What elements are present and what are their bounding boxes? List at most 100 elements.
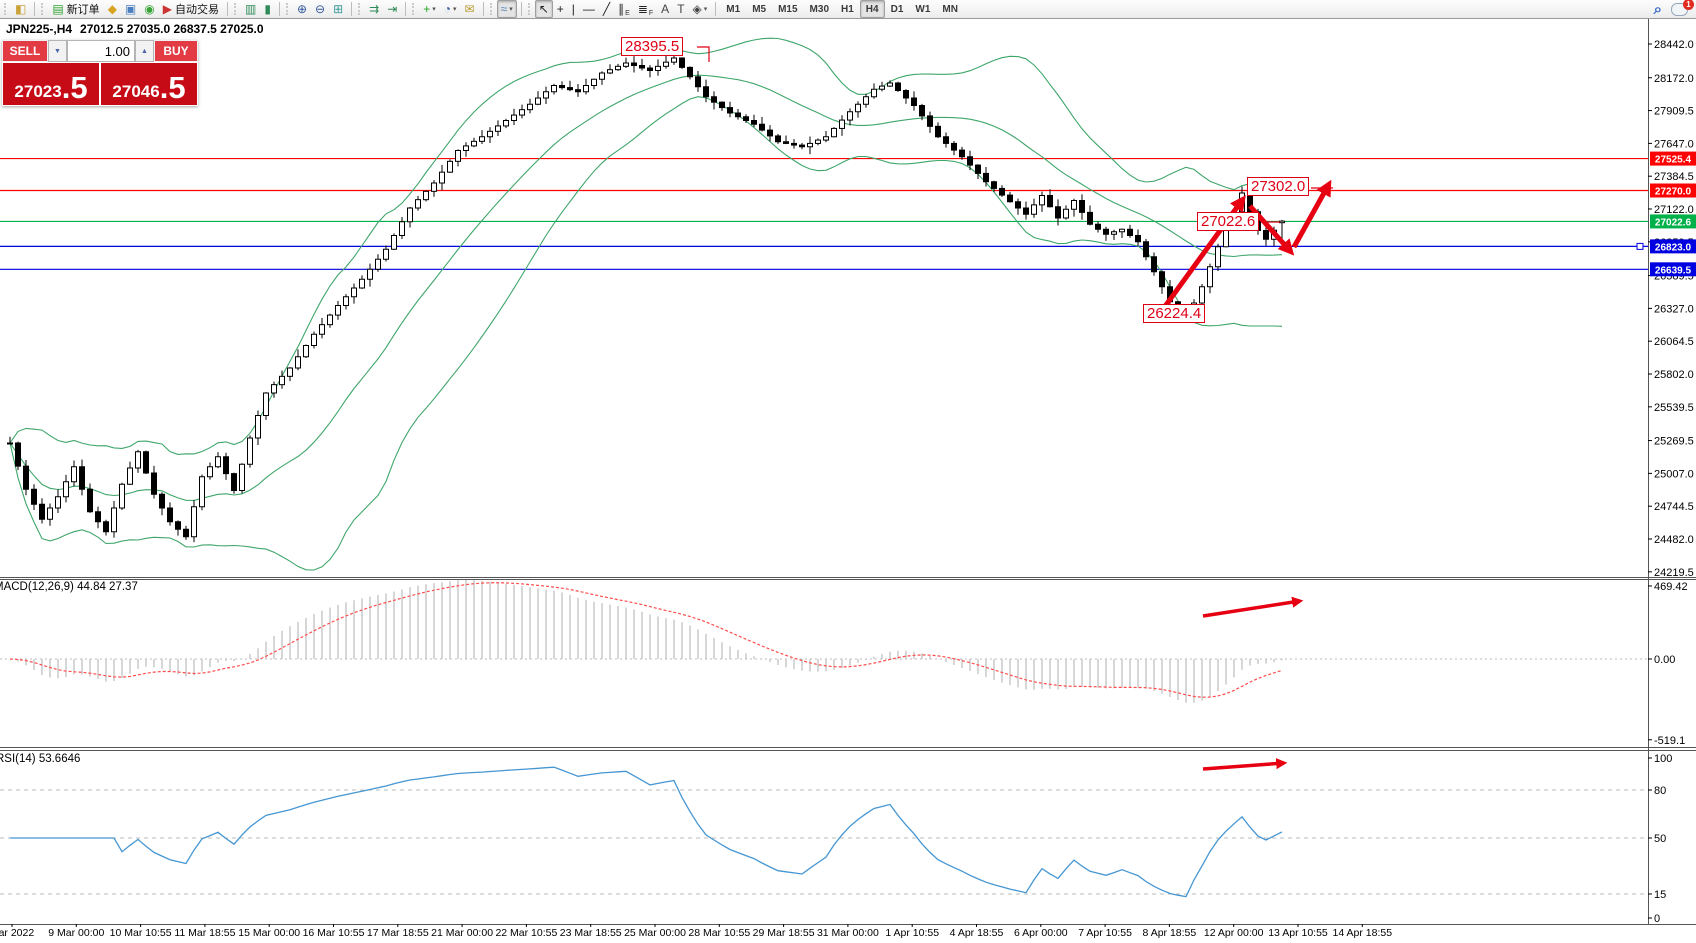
- timeframe-w1[interactable]: W1: [915, 3, 931, 15]
- svg-text:15: 15: [1654, 889, 1666, 901]
- timeframe-mn[interactable]: MN: [942, 3, 958, 15]
- trend-line-icon[interactable]: ╱: [599, 0, 614, 18]
- text-icon[interactable]: A: [657, 0, 673, 18]
- fibonacci-icon: ≣: [637, 2, 648, 16]
- timeframe-h1[interactable]: H1: [841, 3, 854, 15]
- toolbar-group-edge: ◧: [0, 0, 32, 18]
- price-annotation[interactable]: 26224.4: [1143, 304, 1206, 323]
- periods-clock-icon: ◔: [443, 2, 452, 16]
- indicators-icon[interactable]: + ▾: [419, 0, 440, 18]
- news-mail-icon[interactable]: ✉: [461, 0, 479, 18]
- crosshair-icon: +: [556, 2, 564, 16]
- svg-text:50: 50: [1654, 833, 1666, 845]
- auto-scroll-icon[interactable]: ⇉: [365, 0, 383, 18]
- price-annotation[interactable]: 28395.5: [621, 37, 684, 56]
- volume-input[interactable]: [67, 40, 135, 62]
- axis-price-badge: [1650, 183, 1696, 198]
- clipped-icon[interactable]: ◧: [11, 0, 30, 18]
- trend-arrow[interactable]: [1202, 757, 1288, 771]
- equidistant-channel-icon[interactable]: ∥ E: [618, 2, 630, 17]
- svg-text:27270.0: 27270.0: [1655, 187, 1692, 198]
- sell-price-frac: .5: [61, 70, 88, 105]
- sell-button[interactable]: SELL: [2, 40, 48, 62]
- terminal-icon[interactable]: ▣: [121, 0, 140, 18]
- toolbar-grip: [358, 3, 362, 15]
- toolbar-group-insert: + ▾ ◔ ▾ ✉: [408, 0, 480, 18]
- candlestick-chart-icon[interactable]: ▮: [260, 0, 275, 18]
- sell-price[interactable]: 27023.5: [2, 62, 100, 106]
- timeframe-m30[interactable]: M30: [809, 3, 829, 15]
- svg-text:26064.5: 26064.5: [1654, 336, 1694, 348]
- toolbar: ◧ ▤ 新订单 ◆ ▣ ◉ ▶ 自动交易 ▥ ▮ ⊕ ⊖ ⊞ ⇉ ⇥ + ▾ ◔ ▾ ✉ ≈ ▾ ↖ + | — ╱ ∥ E ≣ F A T ◈ ▾…: [0, 0, 1696, 19]
- svg-text:7 Apr 10:55: 7 Apr 10:55: [1078, 927, 1132, 939]
- timeframe-m5[interactable]: M5: [752, 3, 767, 15]
- trend-arrow[interactable]: [1291, 179, 1332, 249]
- chevron-down-icon[interactable]: ▾: [453, 6, 457, 13]
- bollinger-band-line: [9, 96, 1283, 571]
- fibonacci-icon[interactable]: ≣ F: [637, 2, 654, 17]
- arrows-icon[interactable]: ◈ ▾: [689, 0, 712, 18]
- svg-text:0: 0: [1654, 913, 1660, 925]
- svg-text:28442.0: 28442.0: [1654, 39, 1694, 51]
- zoom-out-icon[interactable]: ⊖: [311, 0, 329, 18]
- toolbar-separator: [715, 2, 717, 16]
- price-annotation[interactable]: 27302.0: [1247, 177, 1310, 196]
- chevron-down-icon[interactable]: ▾: [703, 6, 708, 13]
- toolbar-grip: [4, 3, 8, 15]
- svg-text:22 Mar 10:55: 22 Mar 10:55: [495, 927, 557, 939]
- line-selection-handle[interactable]: [1636, 242, 1644, 250]
- timeframe-d1[interactable]: D1: [890, 3, 904, 15]
- price-annotation[interactable]: 27022.6: [1197, 212, 1260, 231]
- chevron-down-icon[interactable]: ▾: [432, 6, 436, 13]
- horizontal-line-icon[interactable]: —: [579, 0, 599, 18]
- buy-price[interactable]: 27046.5: [100, 62, 198, 106]
- timeframe-m15[interactable]: M15: [778, 3, 798, 15]
- svg-text:31 Mar 00:00: 31 Mar 00:00: [817, 927, 879, 939]
- cursor-icon[interactable]: ↖: [534, 0, 553, 18]
- tile-windows-icon: ⊞: [333, 2, 344, 16]
- volume-increase-button[interactable]: ▲: [135, 40, 154, 62]
- crosshair-icon[interactable]: +: [553, 0, 568, 18]
- new-order-button[interactable]: ▤ 新订单: [48, 0, 103, 18]
- svg-text:1 Apr 10:55: 1 Apr 10:55: [885, 927, 939, 939]
- svg-text:16 Mar 10:55: 16 Mar 10:55: [303, 927, 365, 939]
- styler-icon[interactable]: ◆: [104, 0, 121, 18]
- autotrading-button: ▶: [162, 2, 172, 16]
- macd-signal-line: [9, 582, 1283, 698]
- svg-text:4 Apr 18:55: 4 Apr 18:55: [950, 927, 1004, 939]
- main-price-pane[interactable]: [0, 37, 1648, 571]
- vertical-line-icon[interactable]: |: [568, 0, 579, 18]
- volume-decrease-button[interactable]: ▼: [48, 40, 67, 62]
- zoom-in-icon[interactable]: ⊕: [293, 0, 311, 18]
- svg-text:15 Mar 00:00: 15 Mar 00:00: [238, 927, 300, 939]
- chart-shift-icon[interactable]: ⇥: [383, 0, 401, 18]
- autotrading-button[interactable]: ▶ 自动交易: [159, 0, 223, 18]
- arrows-icon: ◈: [692, 2, 702, 16]
- text-label-icon[interactable]: T: [673, 0, 688, 18]
- svg-text:80: 80: [1654, 785, 1666, 797]
- svg-text:27525.4: 27525.4: [1655, 155, 1692, 166]
- svg-text:14 Apr 18:55: 14 Apr 18:55: [1333, 927, 1393, 939]
- trend-arrow[interactable]: [1202, 596, 1304, 618]
- svg-text:27647.0: 27647.0: [1654, 138, 1694, 150]
- periods-clock-icon[interactable]: ◔ ▾: [440, 0, 461, 18]
- macd-pane-title: MACD(12,26,9) 44.84 27.37: [0, 581, 138, 593]
- buy-button[interactable]: BUY: [154, 40, 198, 62]
- timeframe-h4[interactable]: H4: [859, 0, 885, 18]
- signal-icon: ◉: [144, 2, 155, 16]
- clipped-icon: ◧: [15, 2, 27, 16]
- timeframe-m1[interactable]: M1: [726, 3, 741, 15]
- tile-windows-icon[interactable]: ⊞: [329, 0, 347, 18]
- bar-chart-icon[interactable]: ▥: [241, 0, 260, 18]
- templates-icon[interactable]: ≈ ▾: [496, 0, 517, 18]
- rsi-pane[interactable]: [0, 766, 1648, 898]
- signal-icon[interactable]: ◉: [140, 0, 158, 18]
- search-icon[interactable]: ⌕: [1653, 0, 1662, 18]
- chevron-down-icon[interactable]: ▾: [509, 6, 513, 13]
- chat-icon[interactable]: 1: [1671, 0, 1694, 16]
- candles-layer: [7, 49, 1285, 543]
- toolbar-group-timeframes: M1 M5 M15 M30 H1 H4 D1 W1 MN: [718, 0, 966, 18]
- macd-pane[interactable]: [0, 580, 1648, 703]
